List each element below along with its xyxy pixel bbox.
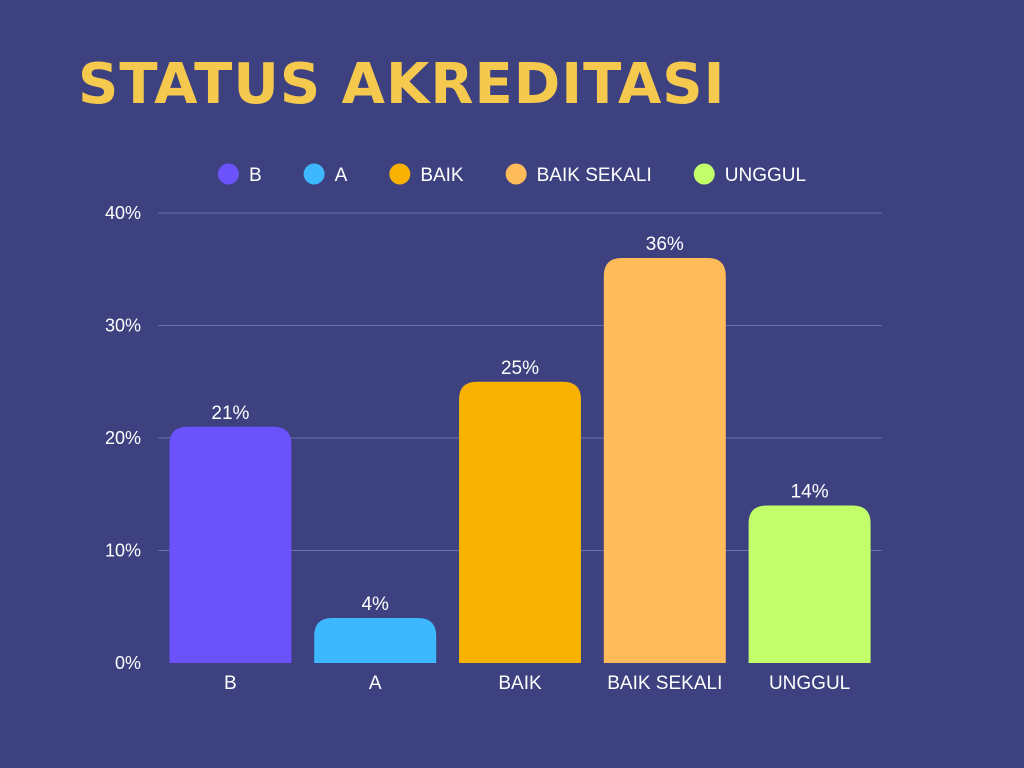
bar-baik — [459, 381, 581, 663]
legend-label: B — [249, 165, 262, 186]
legend-swatch — [693, 163, 715, 185]
legend-swatch — [505, 163, 527, 185]
y-axis: 0% 10% 20% 30% 40% — [105, 203, 141, 673]
y-tick-label: 40% — [105, 203, 141, 223]
data-label: 21% — [211, 403, 249, 424]
bar-b — [169, 426, 292, 663]
chart-legend: B A BAIK BAIK SEKALI UNGGUL — [217, 163, 806, 187]
x-axis: B A BAIK BAIK SEKALI UNGGUL — [224, 673, 850, 694]
legend-item[interactable]: A — [303, 163, 348, 187]
legend-swatch — [389, 163, 411, 185]
bar-baik-sekali — [603, 258, 726, 663]
x-tick-label: BAIK — [498, 673, 542, 694]
data-label: 25% — [501, 358, 539, 379]
legend-item[interactable]: BAIK — [389, 163, 464, 187]
legend-item[interactable]: BAIK SEKALI — [505, 163, 652, 187]
data-label: 14% — [791, 482, 829, 503]
legend-label: A — [335, 165, 348, 186]
bar-unggul — [748, 505, 871, 663]
bar-a — [314, 618, 437, 663]
x-tick-label: B — [224, 673, 237, 694]
data-label: 36% — [646, 234, 684, 255]
data-labels: 21% 4% 25% 36% 14% — [211, 234, 828, 615]
chart-title: STATUS AKREDITASI — [78, 52, 726, 117]
legend-item[interactable]: B — [217, 163, 262, 187]
x-tick-label: A — [369, 673, 382, 694]
data-label: 4% — [361, 594, 389, 615]
y-tick-label: 0% — [115, 653, 141, 673]
y-tick-label: 10% — [105, 541, 141, 561]
legend-label: BAIK SEKALI — [537, 165, 652, 186]
y-tick-label: 30% — [105, 316, 141, 336]
legend-label: UNGGUL — [725, 165, 806, 186]
legend-item[interactable]: UNGGUL — [693, 163, 806, 187]
legend-swatch — [217, 163, 239, 185]
legend-label: BAIK — [420, 165, 464, 186]
y-tick-label: 20% — [105, 428, 141, 448]
bar-series — [169, 258, 871, 663]
x-tick-label: BAIK SEKALI — [607, 673, 722, 694]
legend-swatch — [303, 163, 325, 185]
x-tick-label: UNGGUL — [769, 673, 850, 694]
